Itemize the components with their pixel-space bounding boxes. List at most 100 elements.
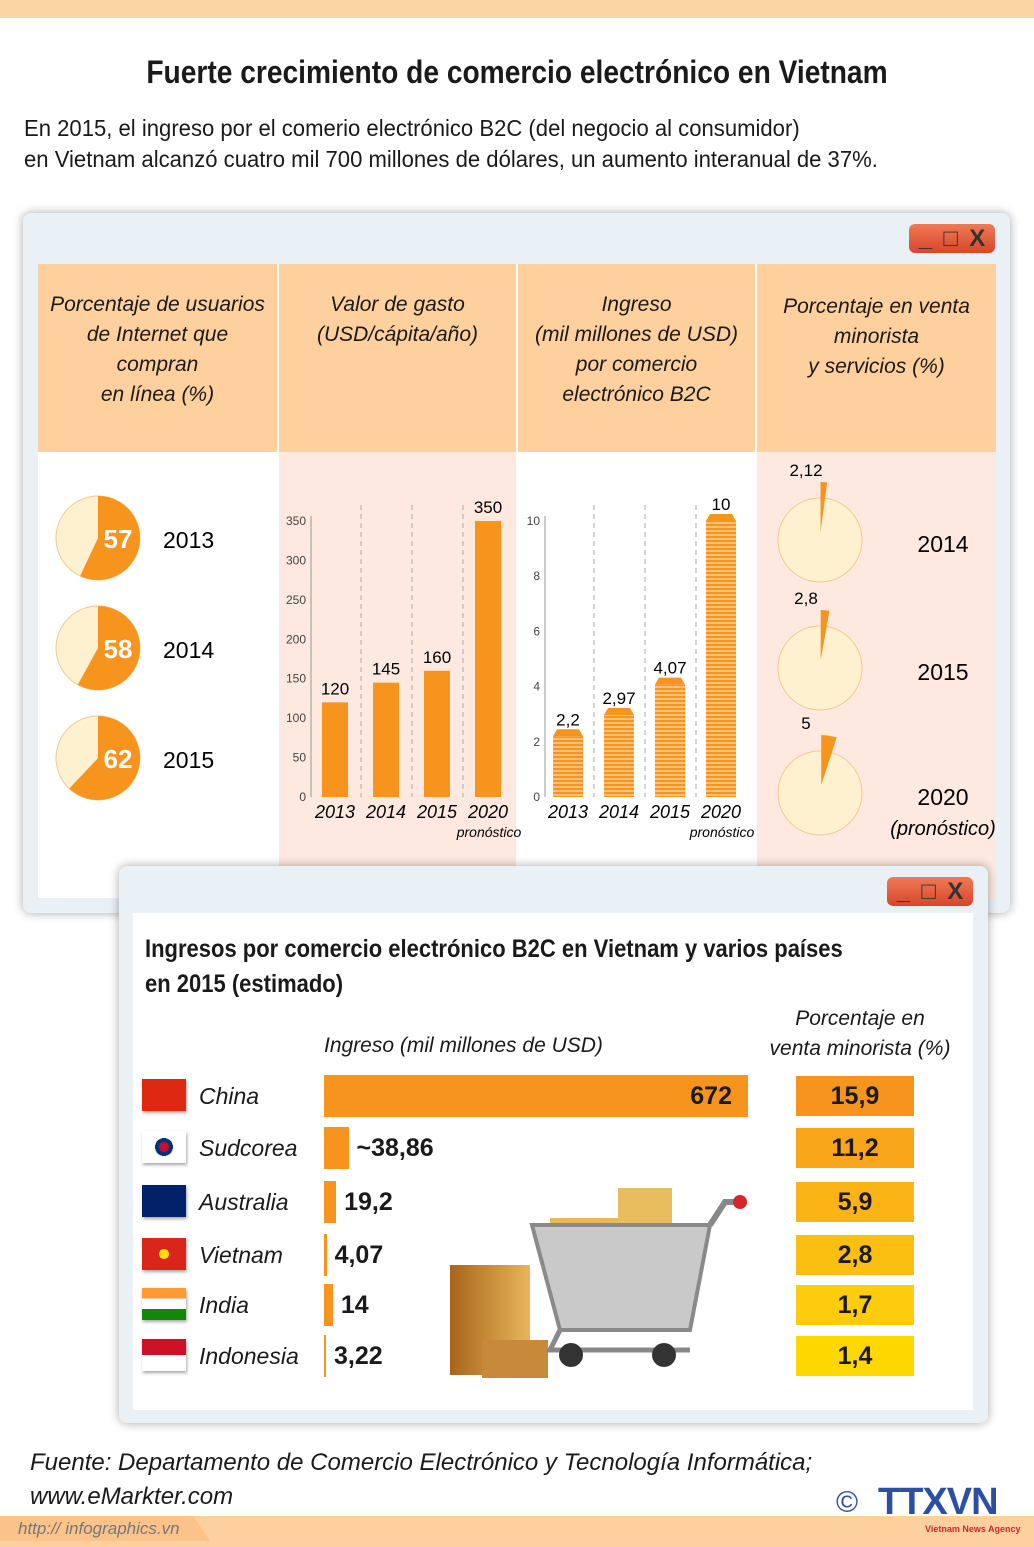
country-name: Australia — [199, 1189, 289, 1215]
bar — [475, 521, 501, 797]
close-icon[interactable]: X — [947, 877, 964, 905]
revenue-value: 4,07 — [334, 1241, 384, 1269]
top-stripe — [0, 0, 1034, 18]
revenue-bar — [324, 1127, 349, 1169]
maximize-icon[interactable]: □ — [921, 877, 936, 905]
bar-value-label: 2,97 — [602, 689, 635, 708]
y-tick-label: 150 — [286, 672, 306, 686]
retail-pct-box: 5,9 — [796, 1182, 914, 1222]
bar-cap — [604, 708, 634, 716]
pie-slice — [77, 606, 140, 690]
pie-year-label: 2020 — [917, 784, 968, 810]
page-title: Fuerte crecimiento de comercio electróni… — [146, 54, 888, 90]
retail-pct-box: 2,8 — [796, 1235, 914, 1275]
revenue-bar — [324, 1181, 337, 1223]
pie-value-label: 58 — [104, 634, 133, 664]
header-line: Porcentaje de usuarios — [50, 293, 265, 316]
maximize-icon[interactable]: □ — [943, 224, 958, 252]
header-line: de Internet que — [86, 323, 229, 346]
pie-year-label: 2014 — [163, 637, 214, 663]
bar-value-label: 4,07 — [653, 659, 686, 678]
x-tick-label: 2014 — [598, 802, 639, 822]
minimize-icon[interactable]: _ — [896, 877, 911, 905]
revenue-bar — [324, 1335, 327, 1377]
pie-year-label: 2015 — [917, 659, 968, 685]
revenue-bar — [324, 1234, 327, 1276]
bar-value-label: 120 — [321, 679, 349, 698]
close-icon[interactable]: X — [969, 224, 986, 252]
minimize-icon[interactable]: _ — [918, 224, 933, 252]
header-retail-share: Porcentaje en venta minorista y servicios … — [757, 264, 996, 452]
logo-subtitle: Vietnam News Agency — [925, 1524, 1021, 1534]
bar — [604, 715, 634, 797]
y-tick-label: 8 — [533, 569, 540, 583]
flag-icon — [142, 1131, 186, 1163]
country-name: Indonesia — [199, 1343, 299, 1369]
x-tick-label: 2014 — [365, 802, 406, 822]
subtitle-line-2: en Vietnam alcanzó cuatro mil 700 millon… — [24, 146, 878, 172]
x-tick-label: 2015 — [416, 802, 458, 822]
revenue-value: ~38,86 — [356, 1134, 434, 1162]
header-spending: Valor de gasto (USD/cápita/año) — [279, 264, 516, 452]
pie-year-label: 2013 — [163, 527, 214, 553]
header-line: (mil millones de USD) — [534, 323, 739, 346]
bar — [322, 702, 348, 797]
x-tick-label: 2013 — [314, 802, 355, 822]
y-tick-label: 300 — [286, 553, 306, 567]
source-link[interactable]: www.eMarkter.com — [30, 1483, 234, 1510]
y-tick-label: 10 — [527, 514, 541, 528]
subtitle-line-1: En 2015, el ingreso por el comerio elect… — [24, 115, 800, 141]
bar — [655, 684, 685, 797]
flag-icon — [142, 1185, 186, 1217]
header-line: minorista — [833, 325, 920, 348]
footer-url[interactable]: http:// infographics.vn — [18, 1519, 180, 1538]
y-tick-label: 200 — [286, 632, 306, 646]
pie-value-label: 5 — [801, 714, 810, 733]
header-line: electrónico B2C — [562, 383, 711, 406]
revenue-bar — [324, 1284, 333, 1326]
flag-icon — [142, 1079, 186, 1111]
y-tick-label: 0 — [533, 790, 540, 804]
y-tick-label: 2 — [533, 735, 540, 749]
window-controls-2: _ □ X — [887, 877, 973, 906]
y-tick-label: 250 — [286, 593, 306, 607]
url-tab — [0, 1516, 210, 1541]
box-icon — [482, 1340, 548, 1378]
countries-title-line: en 2015 (estimado) — [145, 970, 344, 998]
cart-wheel-icon — [652, 1343, 676, 1367]
bar-cap — [655, 677, 685, 685]
pie-value-label: 57 — [104, 524, 133, 554]
cart-wheel-icon — [559, 1343, 583, 1367]
pie-background — [777, 497, 863, 583]
pct-column-label: Porcentaje en venta minorista (%) — [755, 1004, 965, 1064]
y-tick-label: 100 — [286, 711, 306, 725]
forecast-note: pronóstico — [689, 824, 755, 840]
ttxvn-logo: TTXVN — [878, 1481, 999, 1523]
countries-title-line: Ingresos por comercio electrónico B2C en… — [145, 935, 843, 963]
pie-slice — [820, 482, 828, 533]
pie-value-label: 62 — [104, 744, 133, 774]
y-tick-label: 0 — [299, 790, 306, 804]
cart-basket-icon — [529, 1223, 713, 1332]
header-line: Porcentaje en venta — [783, 295, 970, 318]
revenue-value: 19,2 — [344, 1188, 393, 1216]
header-revenue: Ingreso (mil millones de USD) por comercio… — [518, 264, 755, 452]
revenue-value: 672 — [690, 1082, 732, 1110]
x-tick-label: 2013 — [547, 802, 588, 822]
revenue-value: 3,22 — [334, 1342, 383, 1370]
bar-cap — [706, 514, 736, 521]
shopping-cart-illustration — [450, 1188, 747, 1378]
countries-title: Ingresos por comercio electrónico B2C en… — [145, 932, 843, 1002]
pie-slice — [820, 610, 830, 661]
pie-slice — [821, 735, 837, 786]
bar-cap — [553, 729, 583, 737]
header-online-buyers: Porcentaje de usuarios de Internet que com… — [38, 264, 277, 452]
country-name: India — [199, 1292, 249, 1318]
pie-background — [777, 750, 863, 836]
pie-slice — [80, 496, 140, 580]
bar — [553, 736, 583, 797]
header-line: (USD/cápita/año) — [316, 323, 479, 346]
retail-pct-box: 1,7 — [796, 1285, 914, 1325]
x-tick-label: 2015 — [649, 802, 691, 822]
